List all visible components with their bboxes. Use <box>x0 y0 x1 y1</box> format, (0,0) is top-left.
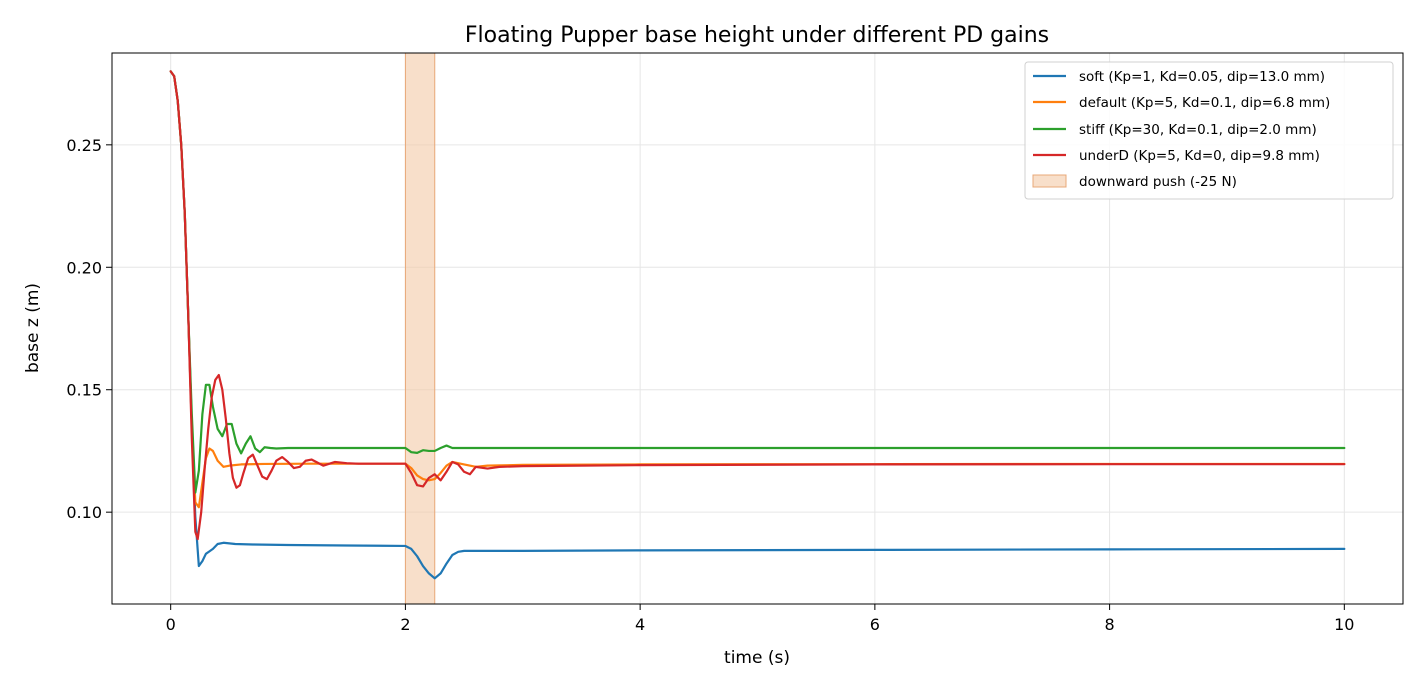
plot-frame <box>111 52 1404 605</box>
legend-label-1: default (Kp=5, Kd=0.1, dip=6.8 mm) <box>1079 95 1330 111</box>
x-axis-label: time (s) <box>724 648 790 668</box>
x-axis-ticks: 0 2 4 6 8 10 <box>166 604 1354 634</box>
x-tick-label-0: 0 <box>166 615 176 634</box>
legend-label-0: soft (Kp=1, Kd=0.05, dip=13.0 mm) <box>1079 69 1325 85</box>
x-tick-label-3: 6 <box>870 615 880 634</box>
series-line-2 <box>169 70 1346 494</box>
legend: soft (Kp=1, Kd=0.05, dip=13.0 mm) default… <box>1024 61 1394 200</box>
y-tick-label-1: 0.15 <box>66 381 102 400</box>
y-axis-ticks: 0.10 0.15 0.20 0.25 <box>66 136 112 522</box>
legend-box <box>1024 61 1394 200</box>
push-span-region <box>404 52 436 605</box>
legend-label-2: stiff (Kp=30, Kd=0.1, dip=2.0 mm) <box>1079 122 1317 138</box>
series-line-3 <box>169 70 1346 541</box>
x-tick-label-4: 8 <box>1104 615 1114 634</box>
legend-label-3: underD (Kp=5, Kd=0, dip=9.8 mm) <box>1079 148 1320 164</box>
legend-label-span: downward push (-25 N) <box>1079 174 1237 190</box>
y-tick-label-2: 0.20 <box>66 258 102 277</box>
legend-swatch-span <box>1032 174 1067 188</box>
chart-title: Floating Pupper base height under differ… <box>465 23 1049 48</box>
y-axis-label: base z (m) <box>23 283 43 373</box>
push-span <box>404 52 436 605</box>
y-tick-label-3: 0.25 <box>66 136 102 155</box>
x-tick-label-1: 2 <box>400 615 410 634</box>
x-tick-label-2: 4 <box>635 615 645 634</box>
series-lines <box>169 70 1346 580</box>
y-tick-label-0: 0.10 <box>66 503 102 522</box>
x-tick-label-5: 10 <box>1334 615 1354 634</box>
